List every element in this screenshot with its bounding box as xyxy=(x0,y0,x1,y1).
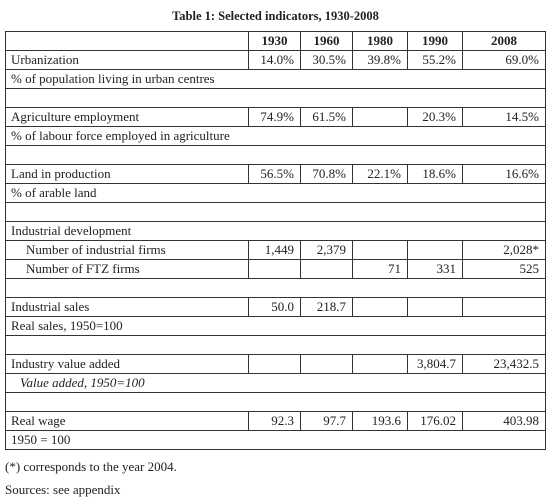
data-row: Industry value added 3,804.7 23,432.5 xyxy=(5,354,546,374)
section-row: Industrial development xyxy=(5,221,546,241)
value-cell: 331 xyxy=(407,259,463,279)
value-cell xyxy=(462,297,546,317)
row-label: Land in production xyxy=(5,164,249,184)
value-cell: 23,432.5 xyxy=(462,354,546,374)
unit-label: % of population living in urban centres xyxy=(5,69,546,89)
value-cell: 14.0% xyxy=(248,50,301,70)
unit-row: % of population living in urban centres xyxy=(5,69,546,89)
header-cell: 1980 xyxy=(352,31,408,51)
value-cell: 193.6 xyxy=(352,411,408,431)
unit-label: Value added, 1950=100 xyxy=(5,373,546,393)
blank-row xyxy=(5,145,546,165)
value-cell: 14.5% xyxy=(462,107,546,127)
value-cell xyxy=(300,259,353,279)
blank-cell xyxy=(5,278,546,298)
value-cell: 218.7 xyxy=(300,297,353,317)
value-cell: 22.1% xyxy=(352,164,408,184)
value-cell xyxy=(407,297,463,317)
blank-row xyxy=(5,202,546,222)
value-cell: 56.5% xyxy=(248,164,301,184)
row-label: Urbanization xyxy=(5,50,249,70)
unit-label: Real sales, 1950=100 xyxy=(5,316,546,336)
footnote: (*) corresponds to the year 2004. xyxy=(5,459,177,474)
value-cell: 55.2% xyxy=(407,50,463,70)
unit-label: 1950 = 100 xyxy=(5,430,546,450)
value-cell: 97.7 xyxy=(300,411,353,431)
value-cell: 403.98 xyxy=(462,411,546,431)
value-cell: 18.6% xyxy=(407,164,463,184)
value-cell: 176.02 xyxy=(407,411,463,431)
value-cell: 525 xyxy=(462,259,546,279)
row-label: Number of FTZ firms xyxy=(5,259,249,279)
header-row: 1930 1960 1980 1990 2008 xyxy=(5,31,546,51)
data-row: Real wage 92.3 97.7 193.6 176.02 403.98 xyxy=(5,411,546,431)
value-cell: 2,379 xyxy=(300,240,353,260)
blank-row xyxy=(5,88,546,108)
value-cell: 61.5% xyxy=(300,107,353,127)
value-cell: 50.0 xyxy=(248,297,301,317)
data-row: Number of industrial firms 1,449 2,379 2,02… xyxy=(5,240,546,260)
header-cell xyxy=(5,31,249,51)
value-cell: 16.6% xyxy=(462,164,546,184)
header-cell: 1930 xyxy=(248,31,301,51)
value-cell xyxy=(352,354,408,374)
indicator-table: 1930 1960 1980 1990 2008 Urbanization 14.0% 30.… xyxy=(5,31,546,450)
value-cell: 74.9% xyxy=(248,107,301,127)
data-row: Agriculture employment 74.9% 61.5% 20.3% 14.… xyxy=(5,107,546,127)
value-cell xyxy=(352,297,408,317)
value-cell: 20.3% xyxy=(407,107,463,127)
value-cell: 92.3 xyxy=(248,411,301,431)
blank-row xyxy=(5,392,546,412)
header-cell: 2008 xyxy=(462,31,546,51)
value-cell: 70.8% xyxy=(300,164,353,184)
value-cell xyxy=(352,240,408,260)
value-cell xyxy=(248,354,301,374)
blank-row xyxy=(5,335,546,355)
blank-cell xyxy=(5,88,546,108)
unit-row: % of arable land xyxy=(5,183,546,203)
unit-row: 1950 = 100 xyxy=(5,430,546,450)
row-label: Agriculture employment xyxy=(5,107,249,127)
data-row: Urbanization 14.0% 30.5% 39.8% 55.2% 69.0% xyxy=(5,50,546,70)
value-cell: 69.0% xyxy=(462,50,546,70)
row-label: Real wage xyxy=(5,411,249,431)
value-cell xyxy=(352,107,408,127)
value-cell: 39.8% xyxy=(352,50,408,70)
data-row: Number of FTZ firms 71 331 525 xyxy=(5,259,546,279)
value-cell xyxy=(407,240,463,260)
unit-label: % of arable land xyxy=(5,183,546,203)
blank-row xyxy=(5,278,546,298)
blank-cell xyxy=(5,202,546,222)
data-row: Industrial sales 50.0 218.7 xyxy=(5,297,546,317)
row-label: Industry value added xyxy=(5,354,249,374)
footnote: Sources: see appendix xyxy=(5,482,121,497)
unit-row: % of labour force employed in agricultur… xyxy=(5,126,546,146)
footnotes: (*) corresponds to the year 2004. Sources… xyxy=(5,455,177,501)
value-cell: 30.5% xyxy=(300,50,353,70)
header-cell: 1960 xyxy=(300,31,353,51)
data-row: Land in production 56.5% 70.8% 22.1% 18.6% 16… xyxy=(5,164,546,184)
blank-cell xyxy=(5,335,546,355)
row-label: Industrial sales xyxy=(5,297,249,317)
unit-label: % of labour force employed in agricultur… xyxy=(5,126,546,146)
value-cell: 3,804.7 xyxy=(407,354,463,374)
unit-row: Real sales, 1950=100 xyxy=(5,316,546,336)
blank-cell xyxy=(5,145,546,165)
unit-row: Value added, 1950=100 xyxy=(5,373,546,393)
blank-cell xyxy=(5,392,546,412)
unit-label: Industrial development xyxy=(5,221,546,241)
value-cell xyxy=(300,354,353,374)
header-cell: 1990 xyxy=(407,31,463,51)
value-cell: 1,449 xyxy=(248,240,301,260)
value-cell xyxy=(248,259,301,279)
row-label: Number of industrial firms xyxy=(5,240,249,260)
value-cell: 2,028* xyxy=(462,240,546,260)
table-title: Table 1: Selected indicators, 1930-2008 xyxy=(172,9,379,23)
value-cell: 71 xyxy=(352,259,408,279)
